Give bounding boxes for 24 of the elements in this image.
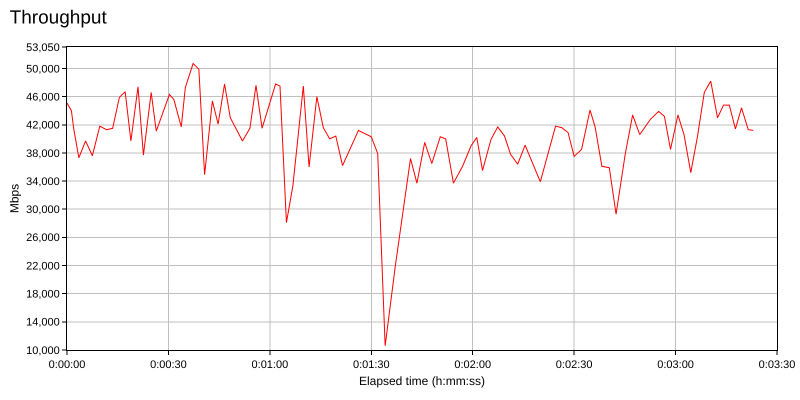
x-tick-label: 0:03:30 [758,359,796,372]
y-tick-label: 46,000 [26,91,60,104]
y-axis-title: Mbps [7,184,22,214]
y-tick-label: 50,000 [26,63,60,76]
x-axis-title: Elapsed time (h:mm:ss) [358,374,486,388]
y-tick-label: 30,000 [26,204,60,216]
y-tick-label: 10,000 [26,344,60,357]
y-tick-label: 42,000 [26,120,60,132]
x-tick-label: 0:01:00 [252,359,288,372]
line-series [67,63,754,346]
x-tick-label: 0:02:30 [556,359,592,372]
chart-title: Throughput [10,7,108,28]
y-tick-label: 26,000 [26,232,60,244]
x-tick-label: 0:00:00 [48,359,86,372]
x-tick-label: 0:03:00 [657,359,694,372]
x-tick-label: 0:01:30 [352,359,390,372]
y-tick-label: 34,000 [26,176,60,188]
x-tick-label: 0:02:00 [454,359,492,372]
y-tick-label: 18,000 [26,288,60,301]
y-tick-label: 14,000 [26,316,60,329]
y-tick-label: 38,000 [26,148,60,160]
x-tick-label: 0:00:30 [150,359,187,372]
y-tick-label: 53,050 [26,42,60,54]
y-tick-label: 22,000 [26,260,60,272]
